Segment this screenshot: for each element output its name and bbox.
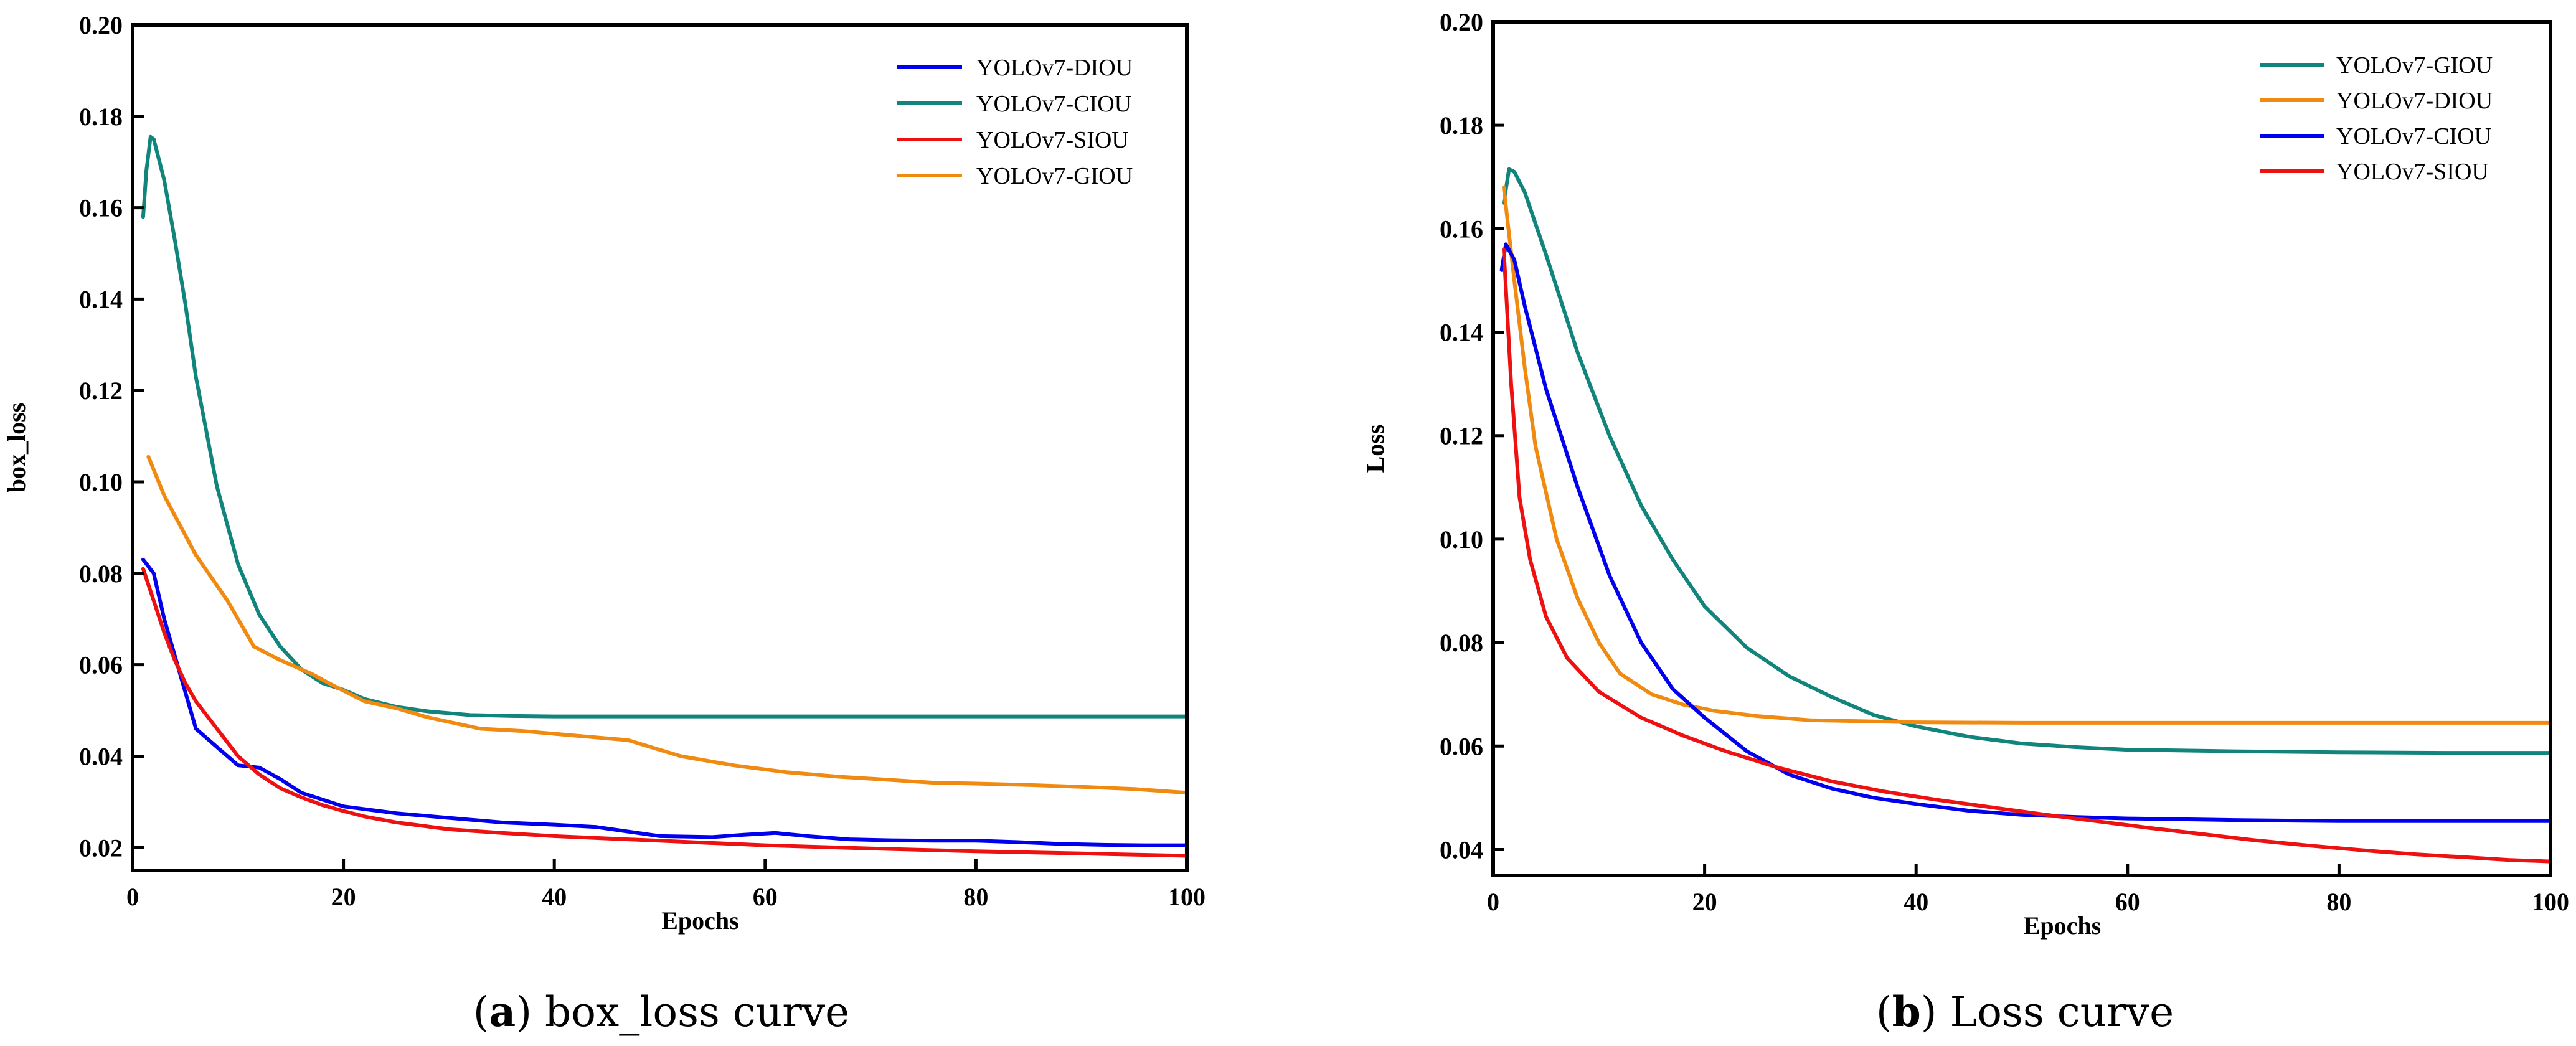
- y-tick-label: 0.10: [79, 468, 123, 496]
- y-tick-label: 0.14: [79, 285, 123, 313]
- legend-label: YOLOv7-CIOU: [2336, 123, 2491, 149]
- series-line-yolov7-giou: [1502, 167, 2550, 755]
- x-tick-label: 40: [542, 883, 567, 911]
- y-tick-label: 0.16: [79, 194, 123, 222]
- y-tick-label: 0.20: [1440, 8, 1483, 36]
- y-tick-label: 0.12: [79, 377, 123, 405]
- x-tick-label: 60: [2115, 888, 2140, 916]
- plot-frame: [131, 23, 1189, 872]
- series-line-yolov7-siou: [141, 567, 1187, 858]
- x-tick-label: 0: [1487, 888, 1499, 916]
- x-tick-label: 20: [331, 883, 356, 911]
- y-tick-label: 0.20: [79, 11, 123, 39]
- y-tick-label: 0.18: [1440, 111, 1483, 139]
- panel-caption: (a) box_loss curve: [473, 987, 849, 1036]
- chart-panel-a: 0 20 40 60 80 100 0.02 0.04 0.06 0.08 0.10 0.12 0.14…: [2, 11, 1205, 1036]
- series-line-yolov7-siou: [1502, 247, 2550, 864]
- series-line-yolov7-diou: [1502, 185, 2550, 725]
- chart-panel-b: 0 20 40 60 80 100 0.04 0.06 0.08 0.10 0.12 0.14 0.16…: [1361, 8, 2569, 1036]
- legend-label: YOLOv7-CIOU: [976, 91, 1131, 117]
- legend-label: YOLOv7-SIOU: [2336, 159, 2489, 185]
- y-tick-label: 0.16: [1440, 215, 1483, 243]
- y-axis-title: Loss: [1361, 425, 1389, 473]
- y-tick-label: 0.12: [1440, 422, 1483, 450]
- series-line-yolov7-ciou: [141, 134, 1187, 719]
- y-tick-label: 0.04: [79, 742, 123, 770]
- panel-caption: (b) Loss curve: [1876, 987, 2174, 1036]
- x-tick-label: 0: [126, 883, 139, 911]
- y-axis-title: box_loss: [2, 403, 31, 493]
- series-line-yolov7-giou: [146, 455, 1187, 795]
- x-tick-label: 40: [1904, 888, 1928, 916]
- x-axis-title: Epochs: [2024, 912, 2102, 940]
- legend-label: YOLOv7-GIOU: [2336, 52, 2493, 78]
- plot-frame: [1491, 20, 2552, 877]
- legend-label: YOLOv7-DIOU: [976, 55, 1133, 81]
- y-tick-label: 0.08: [79, 560, 123, 588]
- series-group: [141, 134, 1187, 858]
- y-tick-label: 0.10: [1440, 525, 1483, 554]
- x-tick-label: 100: [2532, 888, 2569, 916]
- legend: YOLOv7-GIOU YOLOv7-DIOU YOLOv7-CIOU YOLOv7-…: [2260, 52, 2493, 185]
- y-tick-label: 0.06: [79, 651, 123, 679]
- x-axis-title: Epochs: [661, 907, 739, 935]
- x-tick-label: 80: [2326, 888, 2351, 916]
- x-tick-label: 20: [1692, 888, 1717, 916]
- x-tick-label: 100: [1168, 883, 1205, 911]
- y-tick-label: 0.04: [1440, 836, 1483, 864]
- legend: YOLOv7-DIOU YOLOv7-CIOU YOLOv7-SIOU YOLOv7-…: [897, 55, 1133, 189]
- y-tick-label: 0.08: [1440, 629, 1483, 657]
- y-tick-label: 0.14: [1440, 319, 1483, 347]
- x-tick-label: 80: [963, 883, 988, 911]
- series-line-yolov7-ciou: [1499, 242, 2550, 823]
- y-tick-label: 0.02: [79, 834, 123, 862]
- legend-label: YOLOv7-DIOU: [2336, 88, 2493, 114]
- legend-label: YOLOv7-GIOU: [976, 163, 1133, 189]
- series-line-yolov7-diou: [141, 557, 1187, 847]
- x-tick-label: 60: [753, 883, 778, 911]
- y-tick-label: 0.06: [1440, 732, 1483, 760]
- series-group: [1499, 167, 2550, 864]
- y-tick-label: 0.18: [79, 103, 123, 131]
- legend-label: YOLOv7-SIOU: [976, 127, 1129, 153]
